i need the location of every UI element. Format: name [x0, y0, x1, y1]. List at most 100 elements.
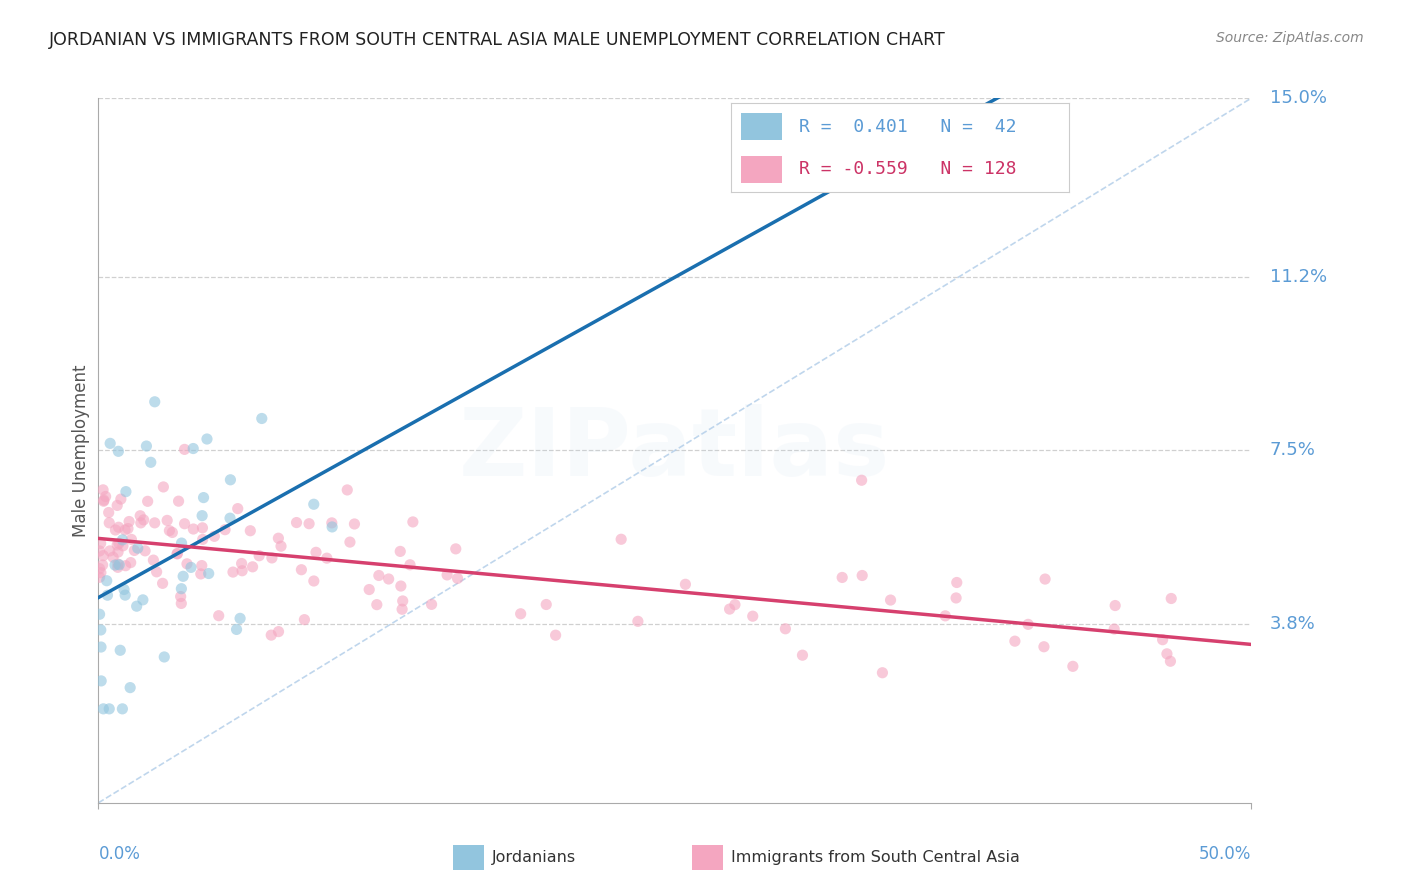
- Point: [173, 516, 195, 531]
- Point: [214, 523, 236, 537]
- Point: [110, 643, 132, 657]
- Y-axis label: Male Unemployment: Male Unemployment: [72, 364, 90, 537]
- Point: [166, 547, 188, 561]
- Point: [135, 439, 157, 453]
- Point: [124, 543, 146, 558]
- Point: [239, 524, 262, 538]
- Point: [108, 558, 131, 572]
- Point: [191, 533, 214, 547]
- Point: [321, 520, 343, 534]
- Point: [114, 523, 136, 537]
- Point: [1159, 654, 1181, 668]
- Point: [673, 577, 696, 591]
- Point: [104, 558, 127, 572]
- Bar: [741, 156, 782, 183]
- Point: [180, 560, 202, 574]
- Point: [945, 575, 967, 590]
- Point: [101, 550, 124, 565]
- Point: [544, 628, 567, 642]
- Point: [315, 551, 337, 566]
- Point: [93, 494, 115, 508]
- Point: [90, 536, 112, 550]
- Point: [108, 536, 131, 550]
- Point: [110, 492, 132, 507]
- Point: [111, 702, 134, 716]
- Point: [170, 536, 193, 550]
- Point: [190, 566, 212, 581]
- Point: [509, 607, 531, 621]
- Point: [260, 628, 283, 642]
- Point: [176, 557, 198, 571]
- Point: [89, 544, 111, 558]
- Point: [831, 570, 853, 584]
- Point: [170, 597, 193, 611]
- Point: [111, 533, 134, 547]
- Point: [934, 608, 956, 623]
- Text: Source: ZipAtlas.com: Source: ZipAtlas.com: [1216, 31, 1364, 45]
- Point: [191, 558, 214, 573]
- Point: [132, 592, 155, 607]
- Point: [104, 523, 127, 537]
- Point: [98, 544, 121, 558]
- Point: [359, 582, 381, 597]
- Point: [1152, 632, 1174, 647]
- Text: R =  0.401   N =  42: R = 0.401 N = 42: [799, 118, 1017, 136]
- Point: [226, 501, 249, 516]
- Point: [231, 557, 253, 571]
- Point: [132, 513, 155, 527]
- Point: [172, 569, 194, 583]
- Point: [321, 516, 343, 530]
- Point: [143, 516, 166, 530]
- Text: 50.0%: 50.0%: [1199, 845, 1251, 863]
- Point: [391, 602, 413, 616]
- Point: [285, 516, 308, 530]
- Point: [724, 598, 747, 612]
- Bar: [741, 113, 782, 140]
- Point: [229, 611, 252, 625]
- Point: [173, 442, 195, 457]
- Point: [191, 508, 214, 523]
- Point: [389, 579, 412, 593]
- Point: [145, 565, 167, 579]
- Text: ZIPatlas: ZIPatlas: [460, 404, 890, 497]
- Point: [143, 394, 166, 409]
- Text: Immigrants from South Central Asia: Immigrants from South Central Asia: [731, 850, 1019, 864]
- Point: [1160, 591, 1182, 606]
- Point: [872, 665, 894, 680]
- Point: [153, 650, 176, 665]
- Point: [1062, 659, 1084, 673]
- Point: [169, 590, 191, 604]
- Point: [366, 598, 388, 612]
- Point: [851, 568, 873, 582]
- Point: [219, 511, 242, 525]
- Point: [399, 558, 422, 572]
- Point: [389, 544, 412, 558]
- Point: [91, 558, 114, 572]
- Point: [718, 602, 741, 616]
- Point: [1032, 640, 1054, 654]
- Point: [117, 522, 139, 536]
- Point: [193, 491, 215, 505]
- Point: [446, 571, 468, 585]
- Point: [302, 574, 325, 588]
- Point: [627, 615, 650, 629]
- Point: [152, 576, 174, 591]
- Point: [115, 484, 138, 499]
- Point: [219, 473, 242, 487]
- Point: [105, 538, 128, 552]
- Point: [879, 593, 901, 607]
- Point: [1156, 647, 1178, 661]
- Point: [120, 533, 142, 547]
- Point: [391, 594, 413, 608]
- Text: 3.8%: 3.8%: [1270, 615, 1316, 633]
- Point: [136, 494, 159, 508]
- Point: [367, 568, 389, 582]
- Point: [98, 516, 121, 530]
- Text: R = -0.559   N = 128: R = -0.559 N = 128: [799, 161, 1017, 178]
- Point: [336, 483, 359, 497]
- Point: [202, 529, 225, 543]
- Point: [120, 556, 142, 570]
- Point: [93, 702, 115, 716]
- Point: [1102, 622, 1125, 636]
- Point: [127, 541, 149, 556]
